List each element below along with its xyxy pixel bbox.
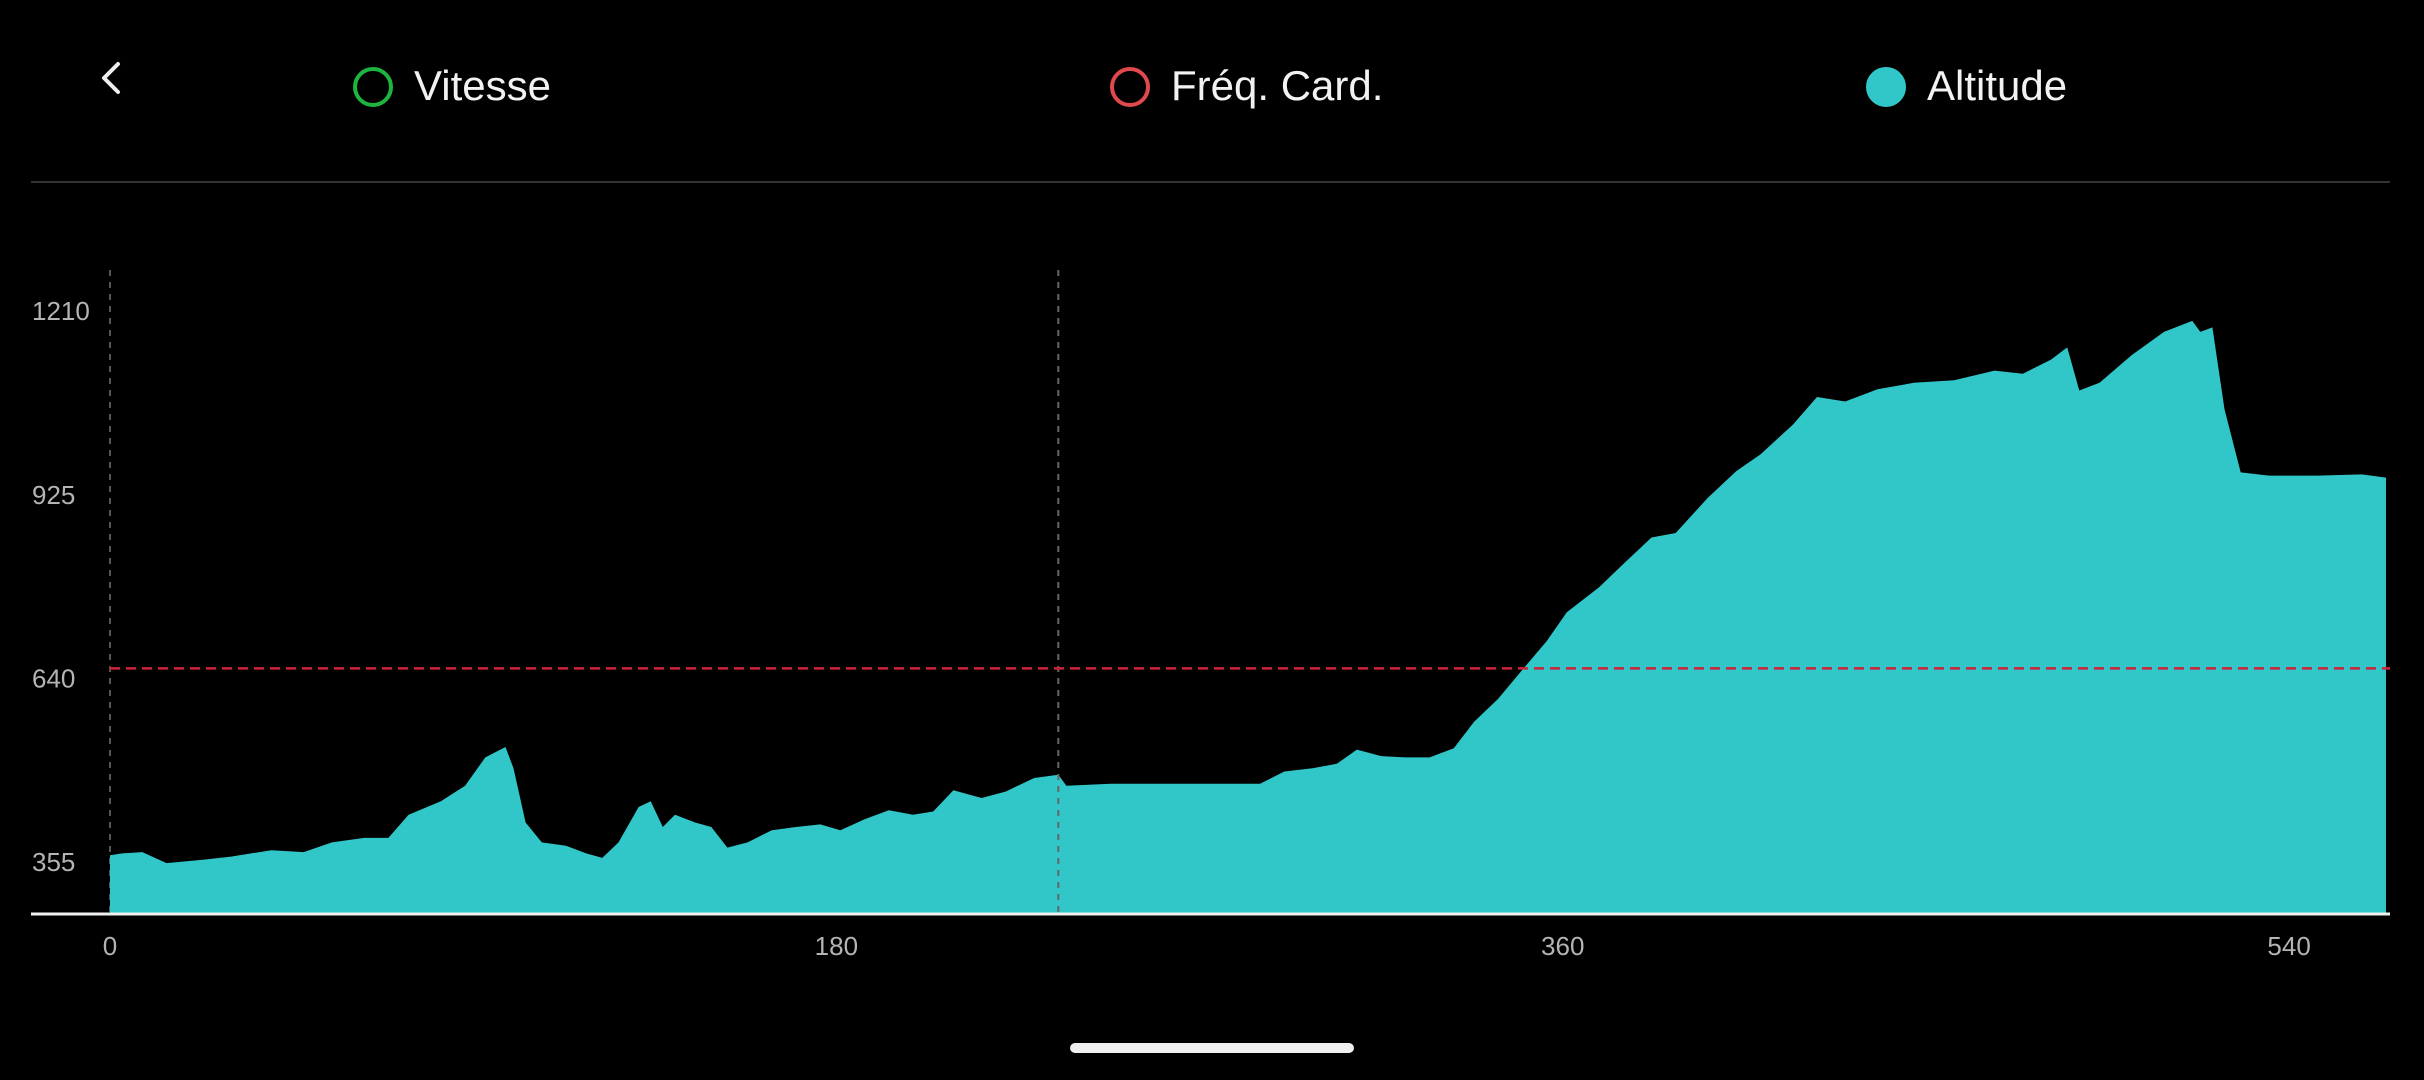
home-indicator[interactable] xyxy=(1070,1043,1354,1053)
x-tick-label: 180 xyxy=(815,931,858,961)
x-tick-label: 540 xyxy=(2267,931,2310,961)
y-tick-label: 925 xyxy=(32,480,75,510)
altitude-area xyxy=(110,320,2386,914)
legend-label[interactable]: Fréq. Card. xyxy=(1171,62,1383,109)
y-tick-label: 640 xyxy=(32,664,75,694)
legend-marker[interactable] xyxy=(1110,67,1150,107)
x-tick-label: 360 xyxy=(1541,931,1584,961)
x-tick-label: 0 xyxy=(103,931,117,961)
y-tick-label: 355 xyxy=(32,847,75,877)
legend-marker[interactable] xyxy=(1866,67,1906,107)
y-tick-label: 1210 xyxy=(32,296,90,326)
legend-label[interactable]: Vitesse xyxy=(414,62,551,109)
legend-marker[interactable] xyxy=(353,67,393,107)
back-button[interactable] xyxy=(102,62,120,94)
legend-label[interactable]: Altitude xyxy=(1927,62,2067,109)
